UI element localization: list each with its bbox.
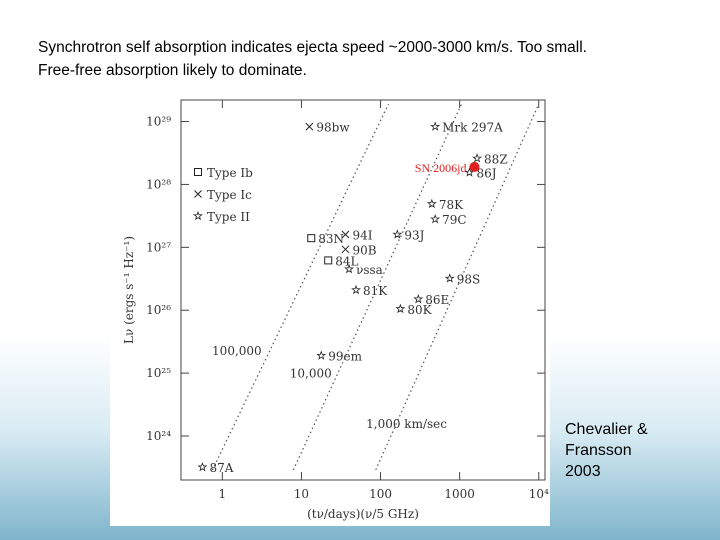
plot-frame — [180, 99, 546, 481]
point-label: 87A — [209, 461, 233, 475]
point-label: 88Z — [484, 152, 508, 166]
highlight-label: SN 2006jd — [415, 161, 467, 175]
velocity-label: 100,000 — [212, 344, 262, 358]
velocity-label: 1,000 km/sec — [366, 417, 447, 431]
y-axis-label: Lν (ergs s⁻¹ Hz⁻¹) — [122, 236, 136, 344]
point — [307, 234, 316, 243]
point-label: 98S — [457, 272, 481, 286]
point — [324, 256, 333, 265]
point-label: 86E — [425, 293, 449, 307]
point — [472, 153, 483, 163]
heading-line: Synchrotron self absorption indicates ej… — [38, 39, 587, 56]
point — [316, 350, 327, 360]
credit: Fransson — [565, 442, 632, 459]
y-tick-label: 10²⁶ — [146, 303, 171, 317]
y-tick-label: 10²⁴ — [146, 429, 171, 443]
legend-label: Type Ic — [207, 188, 252, 202]
point-label: 86J — [476, 166, 496, 180]
velocity-line — [211, 103, 390, 471]
legend-marker — [194, 168, 202, 176]
point-label: 80K — [407, 303, 432, 317]
point-label: 78K — [439, 198, 464, 212]
velocity-label: 10,000 — [290, 366, 332, 380]
y-tick-label: 10²⁹ — [146, 115, 171, 129]
legend-label: Type II — [207, 210, 250, 224]
x-tick-label: 10 — [294, 487, 309, 501]
point — [430, 213, 441, 224]
point-label: 98bw — [316, 121, 350, 135]
legend-marker — [194, 190, 202, 198]
point-label: νssa — [356, 263, 383, 277]
point — [197, 461, 208, 472]
credit: Chevalier & — [565, 421, 648, 438]
legend-marker — [193, 210, 203, 221]
point — [351, 284, 362, 295]
point-label: Mrk 297A — [442, 121, 503, 135]
point — [341, 230, 350, 239]
velocity-line — [375, 103, 540, 471]
y-tick-label: 10²⁷ — [146, 240, 171, 254]
x-tick-label: 1 — [219, 487, 227, 501]
heading-line: Free-free absorption likely to dominate. — [38, 62, 307, 79]
legend-label: Type Ib — [207, 166, 253, 180]
point — [392, 229, 403, 239]
point-label: 81K — [363, 284, 388, 298]
point-label: 84L — [335, 254, 358, 268]
x-tick-label: 1000 — [444, 487, 475, 501]
y-tick-label: 10²⁵ — [146, 366, 171, 380]
x-tick-label: 10⁴ — [529, 487, 549, 501]
x-tick-label: 100 — [369, 487, 392, 501]
point — [444, 273, 455, 283]
point-label: 79C — [442, 213, 466, 227]
point — [430, 121, 441, 131]
y-tick-label: 10²⁸ — [146, 177, 171, 191]
point — [413, 293, 424, 304]
point — [305, 122, 314, 131]
point — [341, 245, 350, 254]
highlight-point — [469, 161, 480, 172]
x-axis-label: (tν/days)(ν/5 GHz) — [307, 507, 419, 521]
point — [395, 303, 406, 314]
point-label: 94I — [352, 228, 372, 242]
point-label: 93J — [404, 228, 424, 242]
point-label: 83N — [318, 232, 344, 246]
credit: 2003 — [565, 463, 601, 480]
point-label: 90B — [352, 243, 376, 257]
point — [426, 198, 437, 209]
point-label: 99em — [328, 350, 362, 364]
point — [344, 263, 355, 274]
